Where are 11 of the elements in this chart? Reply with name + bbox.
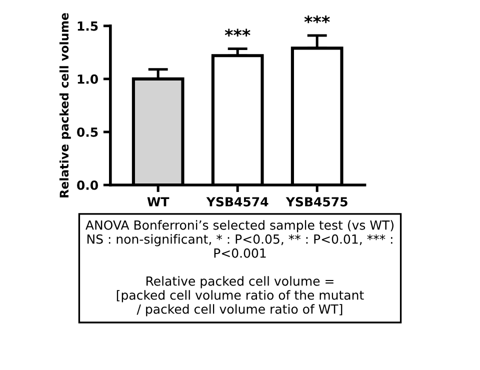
annotation: *** [224, 28, 250, 36]
x-tick-label: YSB4575 [286, 197, 348, 206]
y-tick-label: 0.0 [77, 180, 98, 190]
annotation: *** [304, 15, 330, 24]
x-tick-label: YSB4574 [206, 197, 268, 206]
x-tick-label: WT [147, 197, 170, 206]
text: ANOVA Bonferroni’s selected sample test (vs WT) NS : non-significant, * : P<0.05, ** : P<0.01, *** : P<0.001 Relative packed cell volume = [packed cell volume ratio of the mutant / packed cell volume ratio of WT] [86, 220, 394, 316]
y-tick-label: 1.0 [78, 74, 98, 84]
y-tick-label: 0.5 [77, 127, 98, 137]
y-axis-title: Relative packed cell volume [59, 13, 71, 198]
y-tick-label: 1.5 [78, 22, 98, 31]
